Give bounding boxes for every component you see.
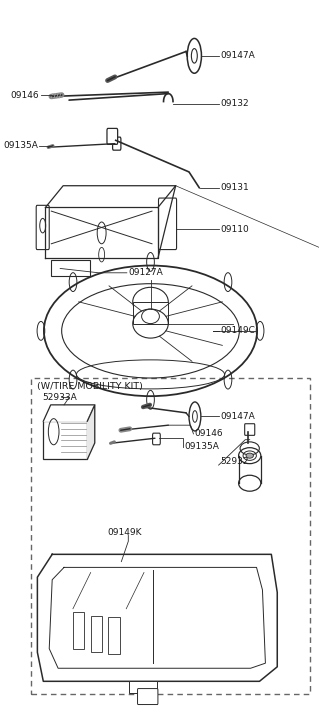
Polygon shape bbox=[87, 405, 95, 459]
Text: 09149K: 09149K bbox=[108, 528, 142, 537]
Text: 09135A: 09135A bbox=[3, 141, 38, 150]
Text: 09135A: 09135A bbox=[184, 443, 219, 451]
FancyBboxPatch shape bbox=[153, 433, 160, 445]
Text: 09131: 09131 bbox=[220, 183, 249, 193]
FancyBboxPatch shape bbox=[158, 198, 177, 249]
Bar bbox=[129, 681, 157, 693]
Text: 09110: 09110 bbox=[220, 225, 249, 234]
Text: 09127A: 09127A bbox=[128, 268, 163, 277]
Text: 09149C: 09149C bbox=[220, 326, 255, 335]
Text: (W/TIRE MOBILITY KIT): (W/TIRE MOBILITY KIT) bbox=[37, 382, 143, 391]
Bar bbox=[108, 617, 120, 654]
FancyBboxPatch shape bbox=[107, 129, 118, 145]
Text: 09147A: 09147A bbox=[220, 52, 255, 60]
Text: 52932: 52932 bbox=[220, 457, 249, 466]
Polygon shape bbox=[37, 554, 277, 681]
Polygon shape bbox=[43, 405, 95, 421]
Bar bbox=[91, 616, 102, 652]
Text: 09147A: 09147A bbox=[220, 412, 255, 421]
Text: 09146: 09146 bbox=[11, 91, 39, 100]
FancyBboxPatch shape bbox=[36, 205, 49, 249]
Text: 09132: 09132 bbox=[220, 99, 249, 108]
FancyBboxPatch shape bbox=[138, 688, 158, 704]
Ellipse shape bbox=[246, 453, 253, 458]
Text: 52933A: 52933A bbox=[42, 393, 76, 402]
FancyBboxPatch shape bbox=[31, 378, 310, 694]
Bar bbox=[73, 612, 84, 648]
Bar bbox=[133, 302, 168, 324]
Text: 09146: 09146 bbox=[194, 430, 223, 438]
FancyBboxPatch shape bbox=[113, 137, 121, 150]
FancyBboxPatch shape bbox=[245, 424, 255, 435]
Bar bbox=[43, 421, 87, 459]
Bar bbox=[51, 260, 90, 276]
